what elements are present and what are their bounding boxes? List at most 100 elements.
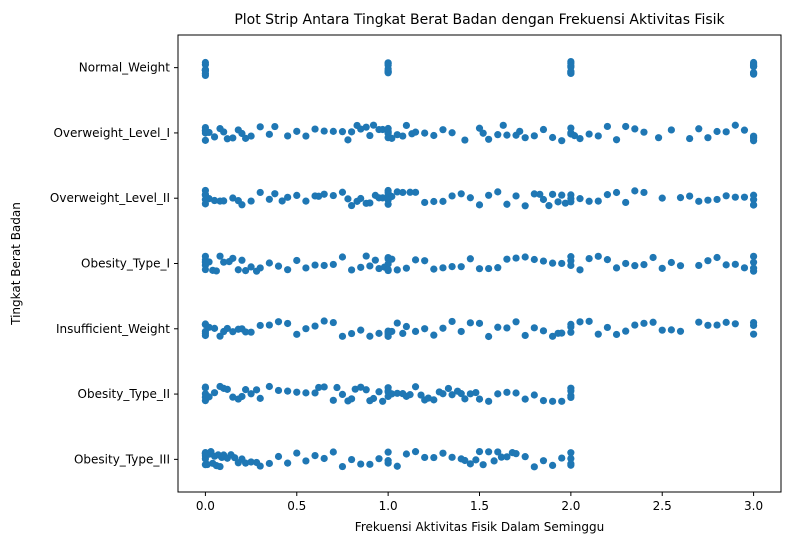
data-point [521,395,529,403]
data-point [220,128,228,136]
data-point [223,385,231,393]
data-point [265,195,273,203]
data-point [479,461,487,469]
x-tick-label: 3.0 [744,499,763,513]
data-point [439,264,447,272]
data-point [311,261,319,269]
data-point [530,190,538,198]
data-point [205,195,213,203]
data-point [704,257,712,265]
data-point [399,132,407,140]
data-point [475,319,484,327]
y-tick-label: Overweight_Level_II [50,191,170,205]
data-point [612,136,621,144]
y-tick-label: Insufficient_Weight [56,322,170,336]
data-point [448,262,456,271]
data-point [411,188,420,196]
data-point [424,394,432,402]
data-point [302,264,310,272]
x-tick-label: 2.0 [561,499,580,513]
data-point [265,459,273,468]
data-point [329,191,337,200]
data-point [375,264,383,273]
data-point [201,58,210,67]
data-point [201,136,210,144]
data-point [667,126,675,134]
data-point [466,255,474,263]
data-point [421,129,429,137]
data-point [256,188,264,197]
data-point [201,331,210,340]
data-point [320,317,328,325]
data-point [320,127,328,135]
data-point [567,61,575,70]
data-point [512,254,520,262]
data-point [421,325,429,333]
data-point [393,462,401,470]
data-point [457,390,465,398]
data-point [676,194,685,202]
data-point [503,255,511,263]
data-point [494,264,502,272]
data-point [585,254,593,263]
data-point [357,194,365,203]
data-point [402,450,411,458]
data-point [530,391,538,399]
data-point [338,128,347,136]
data-point [366,460,374,468]
x-tick-label: 1.5 [470,499,489,513]
data-point [576,266,584,274]
data-point [375,455,383,463]
data-point [749,58,758,67]
data-point [205,393,213,401]
data-point [399,329,407,337]
data-point [210,389,219,397]
data-point [512,192,520,200]
data-point [256,321,264,330]
data-point [749,69,758,77]
data-point [384,448,392,456]
data-point [411,128,420,136]
data-point [417,391,425,399]
data-point [265,321,273,329]
data-point [622,122,630,131]
data-point [466,319,474,327]
data-point [475,448,484,456]
data-point [229,393,237,401]
data-point [494,390,502,398]
data-point [439,126,447,134]
data-point [686,134,694,143]
data-point [238,392,246,401]
data-point [366,332,374,340]
data-point [393,131,401,139]
data-point [379,397,387,405]
data-point [548,332,557,340]
data-point [439,390,447,398]
data-point [411,448,420,456]
data-point [713,127,721,136]
data-point [749,264,758,272]
x-axis-label: Frekuensi Aktivitas Fisik Dalam Seminggu [355,520,604,534]
data-point [576,318,584,326]
data-point [658,326,666,334]
data-point [402,322,411,331]
data-point [284,319,292,328]
data-point [302,457,310,465]
data-point [704,196,712,204]
data-point [539,457,548,465]
data-point [658,264,666,272]
data-point [247,197,255,205]
data-point [302,132,310,140]
x-tick-label: 0.5 [287,499,306,513]
data-point [242,134,250,142]
data-point [284,459,292,467]
data-point [548,190,557,198]
data-point [567,320,575,329]
chart-title: Plot Strip Antara Tingkat Berat Badan de… [234,12,725,28]
data-point [393,389,401,397]
data-point [503,388,511,396]
data-point [388,192,396,201]
data-point [612,330,621,339]
data-point [223,135,231,143]
